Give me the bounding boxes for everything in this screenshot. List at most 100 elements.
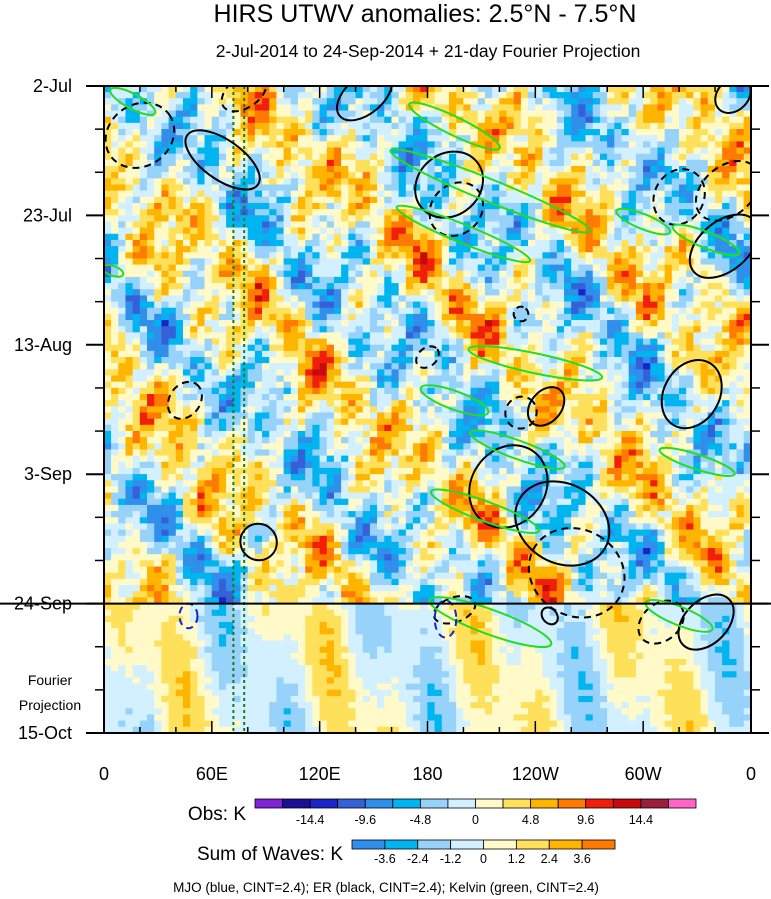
heatmap-cell	[111, 264, 119, 272]
heatmap-cell	[326, 394, 335, 401]
heatmap-cell	[348, 104, 356, 111]
heatmap-cell	[470, 129, 479, 136]
heatmap-cell	[369, 313, 378, 321]
heatmap-cell	[204, 424, 213, 432]
heatmap-cell	[607, 338, 615, 345]
chart-subtitle: 2-Jul-2014 to 24-Sep-2014 + 21-day Fouri…	[216, 41, 641, 61]
heatmap-cell	[506, 153, 514, 161]
heatmap-cell	[254, 394, 263, 401]
heatmap-cell	[736, 270, 745, 278]
heatmap-cell	[226, 350, 234, 358]
heatmap-cell	[420, 122, 428, 130]
heatmap-cell	[168, 166, 177, 173]
heatmap-cell	[707, 406, 716, 413]
heatmap-cell	[298, 215, 306, 222]
heatmap-cell	[643, 196, 651, 204]
heatmap-cell	[369, 295, 378, 302]
heatmap-cell	[520, 375, 529, 382]
heatmap-cell	[341, 387, 349, 395]
heatmap-cell	[377, 159, 385, 167]
heatmap-cell	[391, 289, 399, 296]
heatmap-cell	[448, 159, 457, 167]
heatmap-cell	[420, 283, 428, 290]
heatmap-cell	[420, 313, 428, 321]
heatmap-cell	[700, 135, 709, 142]
heatmap-cell	[240, 129, 248, 136]
heatmap-cell	[333, 338, 342, 345]
heatmap-cell	[513, 221, 522, 228]
heatmap-cell	[211, 147, 220, 154]
heatmap-cell	[290, 338, 299, 345]
heatmap-cell	[247, 387, 256, 395]
heatmap-cell	[377, 424, 385, 432]
heatmap-cell	[276, 412, 284, 419]
heatmap-cell	[549, 110, 558, 118]
heatmap-cell	[563, 221, 572, 228]
heatmap-cell	[707, 320, 716, 327]
heatmap-cell	[535, 381, 543, 389]
heatmap-cell	[664, 264, 673, 272]
heatmap-cell	[650, 233, 658, 241]
heatmap-cell	[456, 129, 464, 136]
heatmap-cell	[139, 166, 148, 173]
heatmap-cell	[427, 338, 435, 345]
heatmap-cell	[413, 381, 421, 389]
heatmap-cell	[276, 190, 284, 198]
heatmap-cell	[118, 264, 126, 272]
heatmap-cell	[125, 357, 133, 364]
heatmap-cell	[182, 246, 191, 253]
heatmap-cell	[362, 209, 371, 216]
heatmap-cell	[470, 252, 479, 259]
heatmap-cell	[700, 375, 709, 382]
heatmap-cell	[448, 196, 457, 204]
heatmap-cell	[240, 332, 248, 339]
heatmap-cell	[362, 135, 371, 142]
heatmap-cell	[312, 406, 320, 413]
heatmap-cell	[341, 122, 349, 130]
heatmap-cell	[398, 209, 407, 216]
heatmap-cell	[477, 320, 486, 327]
heatmap-cell	[484, 196, 493, 204]
heatmap-cell	[513, 104, 522, 111]
heatmap-cell	[607, 418, 615, 426]
heatmap-cell	[528, 363, 536, 370]
heatmap-cell	[506, 92, 514, 99]
heatmap-cell	[182, 129, 191, 136]
heatmap-cell	[456, 412, 464, 419]
heatmap-cell	[341, 320, 349, 327]
heatmap-cell	[671, 363, 680, 370]
heatmap-cell	[736, 141, 745, 148]
heatmap-cell	[434, 110, 443, 118]
heatmap-cell	[585, 153, 594, 161]
heatmap-cell	[254, 424, 263, 432]
heatmap-cell	[398, 215, 407, 222]
heatmap-cell	[542, 252, 550, 259]
heatmap-cell	[441, 289, 450, 296]
heatmap-cell	[341, 313, 349, 321]
heatmap-cell	[161, 239, 169, 247]
heatmap-cell	[542, 178, 550, 185]
heatmap-cell	[118, 233, 126, 241]
heatmap-cell	[650, 110, 658, 118]
heatmap-cell	[671, 320, 680, 327]
heatmap-cell	[513, 178, 522, 185]
heatmap-cell	[743, 375, 751, 382]
heatmap-cell	[298, 270, 306, 278]
heatmap-cell	[226, 295, 234, 302]
heatmap-cell	[197, 86, 205, 93]
heatmap-cell	[369, 239, 378, 247]
heatmap-cell	[348, 394, 356, 401]
heatmap-cell	[182, 394, 191, 401]
heatmap-cell	[290, 418, 299, 426]
heatmap-cell	[276, 258, 284, 265]
heatmap-cell	[305, 394, 313, 401]
heatmap-cell	[628, 338, 637, 345]
heatmap-cell	[333, 221, 342, 228]
heatmap-cell	[664, 153, 673, 161]
heatmap-cell	[247, 313, 256, 321]
heatmap-cell	[420, 295, 428, 302]
heatmap-cell	[657, 313, 665, 321]
heatmap-cell	[262, 239, 270, 247]
heatmap-cell	[542, 110, 550, 118]
heatmap-cell	[125, 239, 133, 247]
